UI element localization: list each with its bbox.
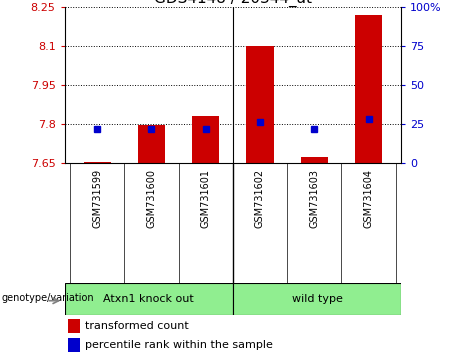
Text: GSM731599: GSM731599 (92, 169, 102, 228)
Bar (355, 15, 382, 163)
Title: GDS4148 / 20344_at: GDS4148 / 20344_at (154, 0, 312, 7)
Text: transformed count: transformed count (85, 321, 189, 331)
Bar (192, 116, 219, 163)
Bar (301, 157, 328, 163)
Text: GSM731600: GSM731600 (147, 169, 156, 228)
FancyBboxPatch shape (65, 283, 233, 315)
Bar (68, 319, 80, 333)
Text: GSM731603: GSM731603 (309, 169, 319, 228)
Bar (138, 125, 165, 163)
Bar (83, 161, 111, 163)
Text: Atxn1 knock out: Atxn1 knock out (103, 294, 194, 304)
Bar (246, 46, 273, 163)
Text: genotype/variation: genotype/variation (1, 292, 94, 303)
Text: GSM731601: GSM731601 (201, 169, 211, 228)
Text: percentile rank within the sample: percentile rank within the sample (85, 341, 272, 350)
Text: GSM731604: GSM731604 (364, 169, 373, 228)
Text: GSM731602: GSM731602 (255, 169, 265, 228)
Bar (68, 338, 80, 352)
Text: wild type: wild type (291, 294, 343, 304)
FancyBboxPatch shape (233, 283, 401, 315)
